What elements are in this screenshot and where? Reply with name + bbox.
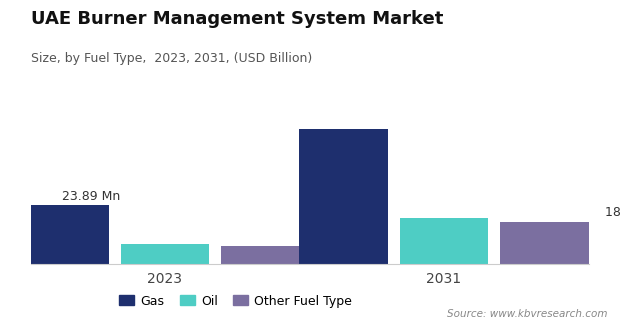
Text: UAE Burner Management System Market: UAE Burner Management System Market xyxy=(31,10,443,28)
Legend: Gas, Oil, Other Fuel Type: Gas, Oil, Other Fuel Type xyxy=(114,289,357,313)
Text: Source: www.kbvresearch.com: Source: www.kbvresearch.com xyxy=(447,309,608,319)
Bar xyxy=(400,218,488,264)
Bar xyxy=(221,246,309,264)
Bar xyxy=(20,205,108,264)
Bar xyxy=(500,222,588,264)
Text: 18.55 Mn: 18.55 Mn xyxy=(604,206,620,219)
Bar xyxy=(121,244,209,264)
Text: Size, by Fuel Type,  2023, 2031, (USD Billion): Size, by Fuel Type, 2023, 2031, (USD Bil… xyxy=(31,52,312,64)
Text: 23.89 Mn: 23.89 Mn xyxy=(62,190,120,203)
Bar xyxy=(299,128,388,264)
